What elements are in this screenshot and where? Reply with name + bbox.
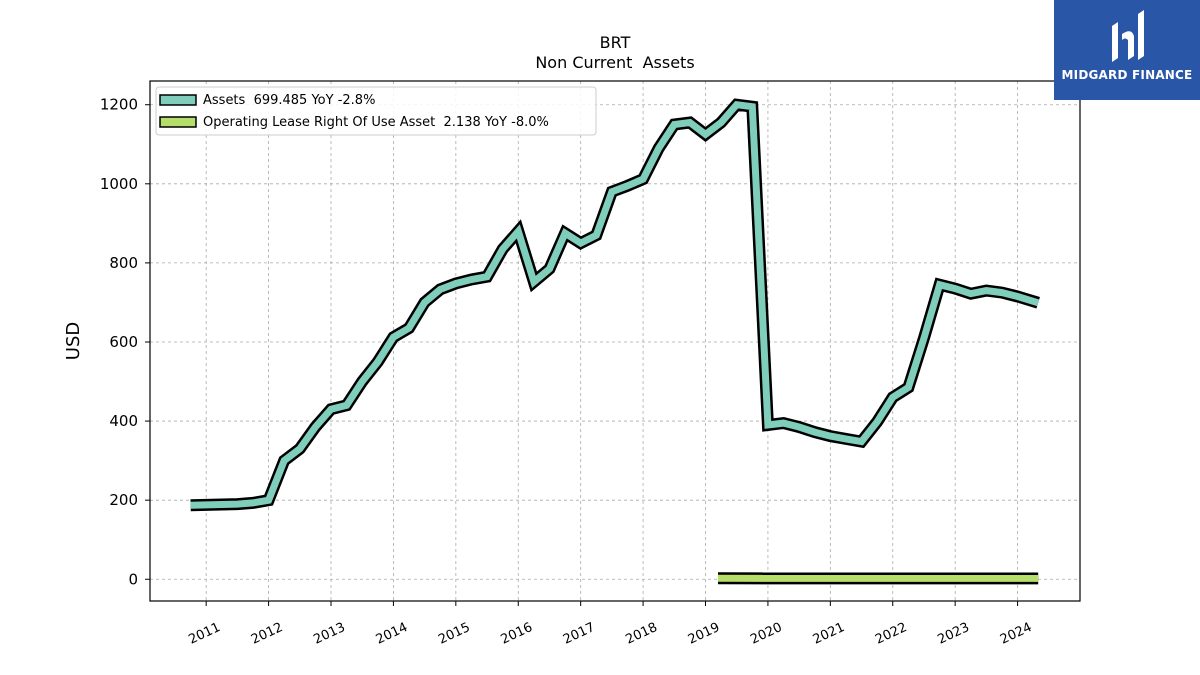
- logo-text: MIDGARD FINANCE: [1061, 68, 1193, 82]
- x-tick-label: 2023: [936, 620, 972, 648]
- legend-swatch-assets: [159, 94, 197, 106]
- plot-area: [149, 80, 1081, 602]
- chart-title: BRT: [600, 33, 631, 52]
- legend-label-assets: Assets 699.485 YoY -2.8%: [203, 93, 375, 108]
- x-tick-label: 2016: [499, 620, 535, 648]
- y-tick-label: 1000: [100, 175, 138, 193]
- y-tick-label: 600: [109, 333, 138, 351]
- x-tick-label: 2012: [249, 620, 285, 648]
- x-tick-label: 2011: [187, 620, 223, 648]
- legend: Assets 699.485 YoY -2.8% Operating Lease…: [155, 86, 597, 136]
- y-axis: 0 200 400 600 800 1000 1200: [100, 96, 150, 588]
- x-tick-label: 2017: [561, 620, 597, 648]
- x-tick-label: 2020: [748, 620, 784, 648]
- y-tick-label: 800: [109, 254, 138, 272]
- y-tick-label: 1200: [100, 96, 138, 114]
- legend-frame: [155, 86, 597, 136]
- chart-subtitle: Non Current Assets: [535, 53, 694, 72]
- x-axis: 2011 2012 2013 2014 2015 2016 2017 2018 2019 2020…: [187, 601, 1034, 648]
- series-0-line: [190, 100, 1040, 509]
- series-0-outline: [190, 98, 1040, 512]
- y-tick-label: 200: [109, 491, 138, 509]
- grid: [150, 81, 1080, 601]
- x-tick-label: 2024: [998, 620, 1034, 648]
- y-axis-label: USD: [63, 322, 84, 360]
- x-tick-label: 2015: [436, 620, 472, 648]
- y-tick-label: 0: [128, 570, 138, 588]
- legend-label-lease: Operating Lease Right Of Use Asset 2.138…: [203, 115, 549, 130]
- x-tick-label: 2018: [623, 620, 659, 648]
- x-tick-label: 2021: [811, 620, 847, 648]
- legend-swatch-lease: [159, 116, 197, 128]
- series-layer: [190, 98, 1040, 585]
- x-tick-label: 2022: [873, 620, 909, 648]
- y-tick-label: 400: [109, 412, 138, 430]
- x-tick-label: 2013: [311, 620, 347, 648]
- x-tick-label: 2019: [686, 620, 722, 648]
- brand-logo: MIDGARD FINANCE: [1054, 0, 1200, 100]
- x-tick-label: 2014: [374, 620, 410, 648]
- logo-mark-icon: [1112, 10, 1144, 62]
